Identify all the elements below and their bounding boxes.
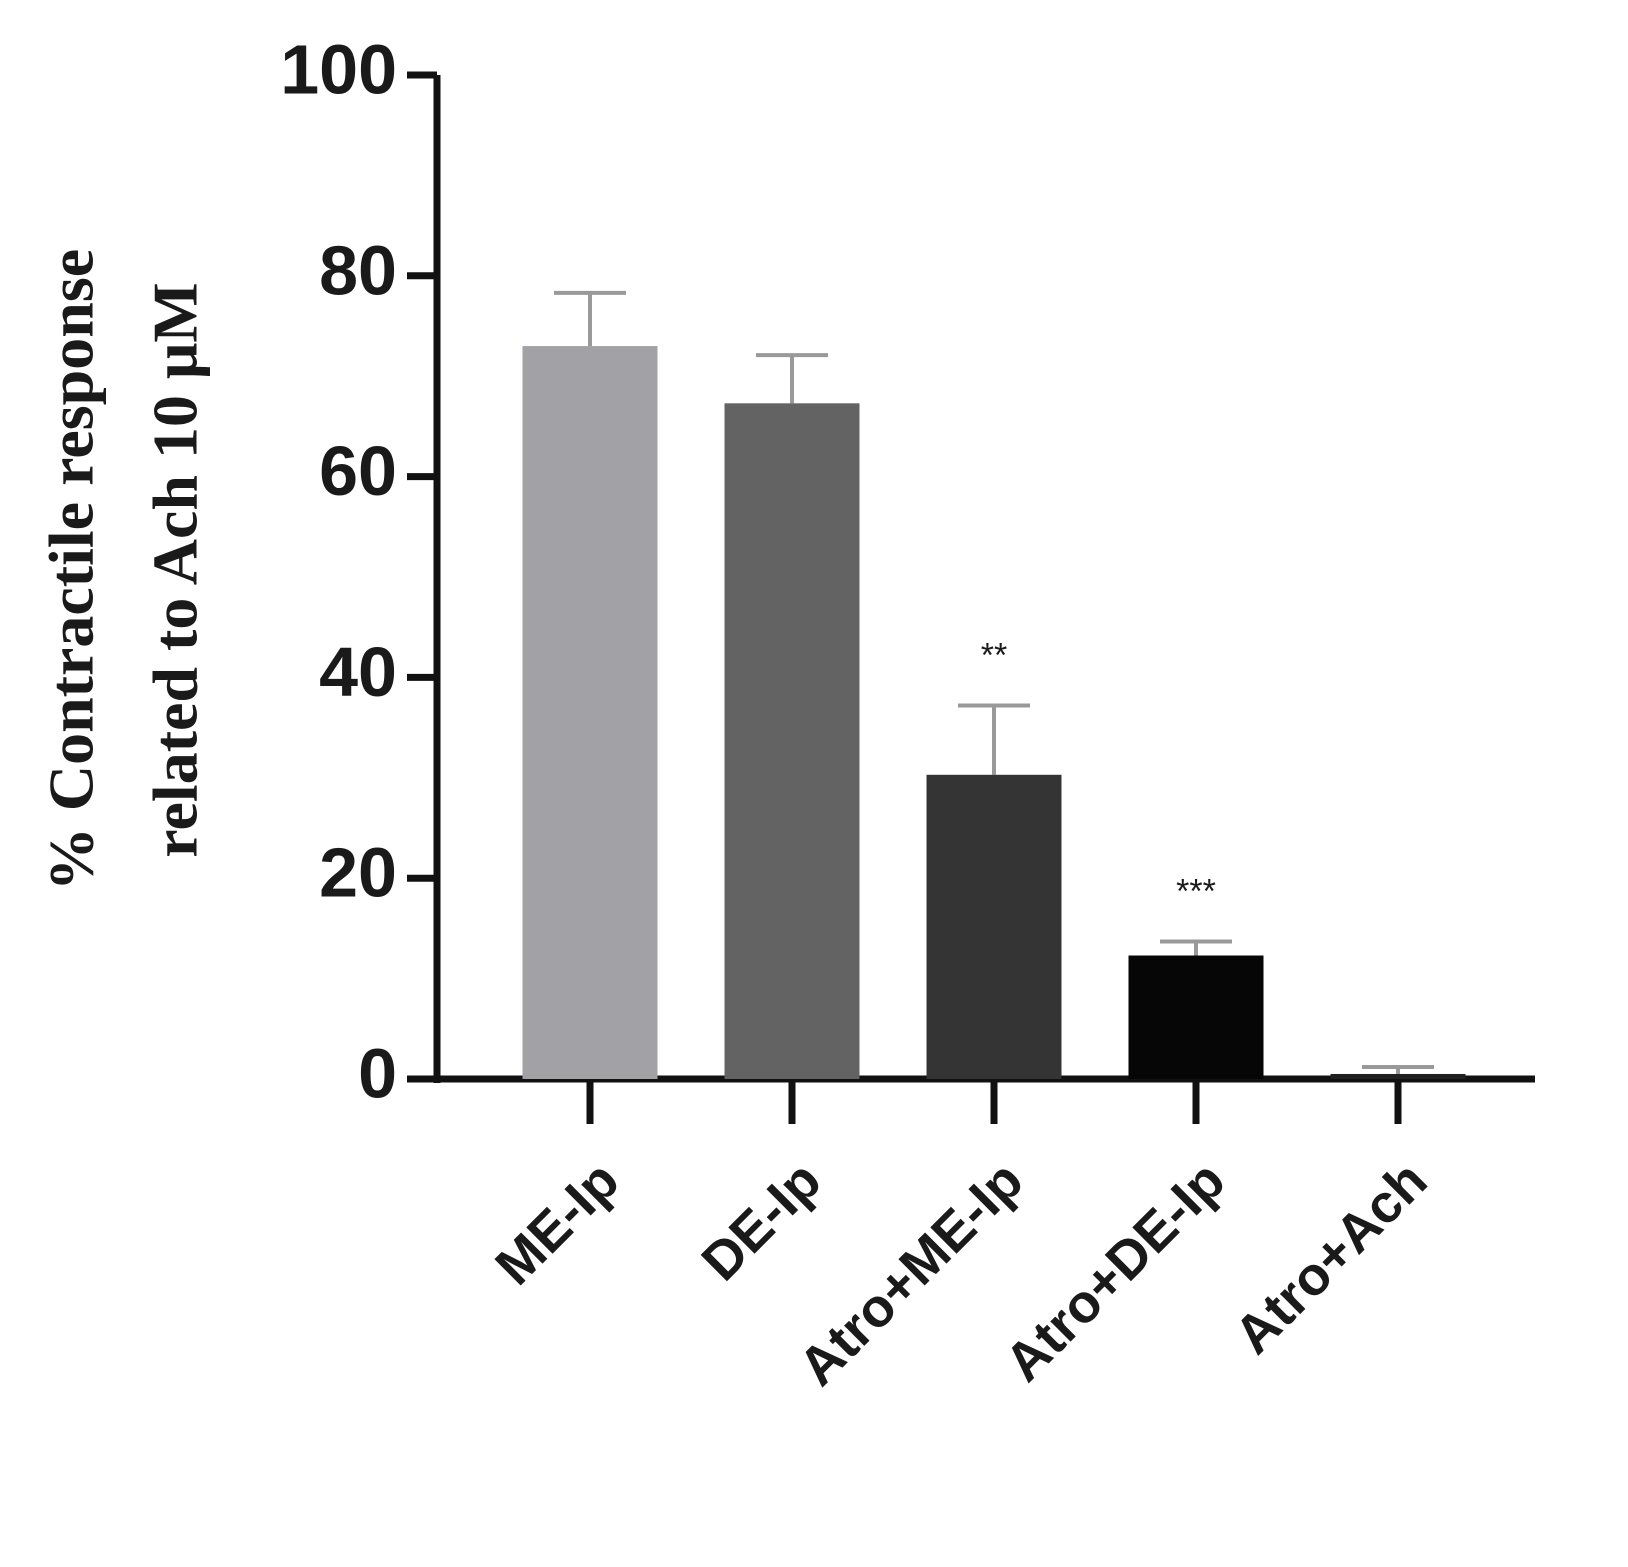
x-tick-label: Atro+Ach xyxy=(1223,1150,1438,1365)
x-tick-label-group: Atro+Ach xyxy=(1223,1150,1438,1365)
x-tick-label-group: DE-Ip xyxy=(690,1150,832,1292)
y-tick-label: 60 xyxy=(319,432,397,510)
bar xyxy=(522,346,658,1080)
bar xyxy=(724,403,860,1080)
x-tick-label: DE-Ip xyxy=(690,1150,832,1292)
y-tick-label: 100 xyxy=(280,30,397,108)
significance-label: ** xyxy=(981,636,1007,674)
x-tick-label-group: Atro+DE-Ip xyxy=(994,1150,1237,1393)
x-tick-label: Atro+DE-Ip xyxy=(994,1150,1237,1393)
y-label-line: % Contractile response xyxy=(36,249,107,891)
x-tick-label: ME-Ip xyxy=(484,1150,630,1296)
y-tick-label: 20 xyxy=(319,834,397,912)
y-label-line: related to Ach 10 μM xyxy=(140,282,211,857)
bar xyxy=(1128,955,1264,1079)
significance-label: *** xyxy=(1176,872,1216,910)
y-tick-label: 80 xyxy=(319,231,397,309)
y-tick-label: 40 xyxy=(319,633,397,711)
y-axis-title: % Contractile response related to Ach 10… xyxy=(36,249,211,891)
bar xyxy=(1330,1073,1466,1079)
y-tick-label: 0 xyxy=(358,1034,397,1112)
bar xyxy=(926,774,1062,1079)
x-tick-label-group: ME-Ip xyxy=(484,1150,630,1296)
